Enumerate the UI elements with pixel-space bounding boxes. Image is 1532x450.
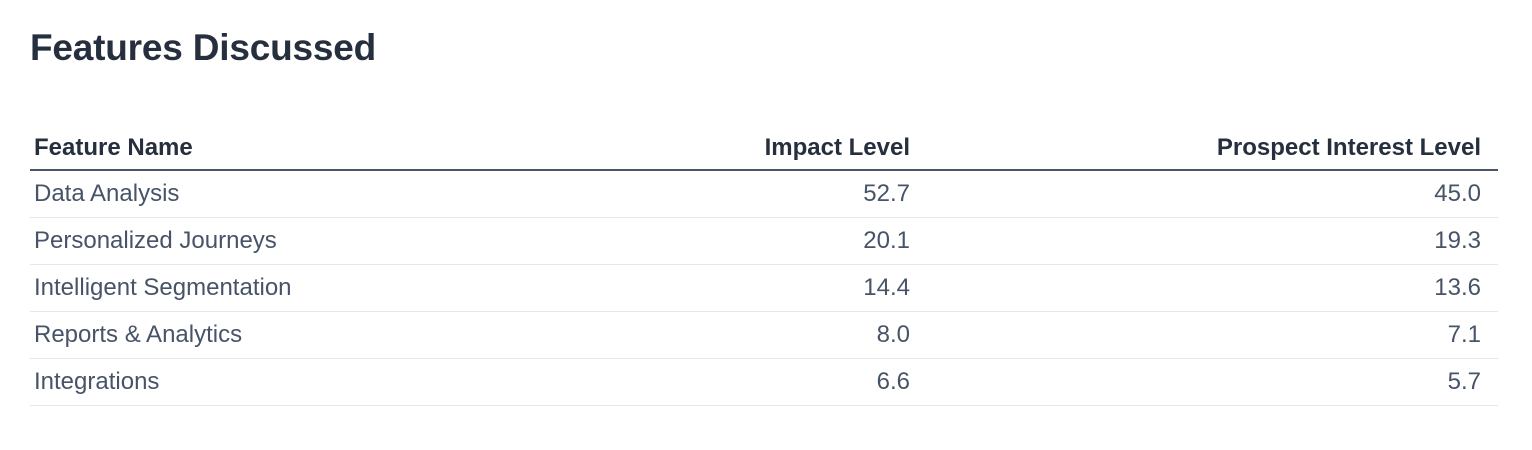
interest-level-cell: 5.7 — [927, 358, 1498, 406]
impact-level-cell: 6.6 — [620, 358, 927, 406]
features-table: Feature Name Impact Level Prospect Inter… — [30, 126, 1498, 406]
impact-level-cell: 8.0 — [620, 311, 927, 359]
page-title: Features Discussed — [30, 27, 377, 68]
table-header-row: Feature Name Impact Level Prospect Inter… — [30, 126, 1498, 171]
interest-level-cell: 45.0 — [927, 170, 1498, 218]
feature-name-cell: Data Analysis — [30, 170, 620, 218]
column-header-impact-level: Impact Level — [620, 126, 927, 171]
column-header-feature-name: Feature Name — [30, 126, 620, 171]
table-row: Reports & Analytics 8.0 7.1 — [30, 311, 1498, 359]
interest-level-cell: 13.6 — [927, 264, 1498, 312]
table-row: Intelligent Segmentation 14.4 13.6 — [30, 264, 1498, 312]
table-row: Data Analysis 52.7 45.0 — [30, 170, 1498, 218]
impact-level-cell: 20.1 — [620, 217, 927, 265]
impact-level-cell: 14.4 — [620, 264, 927, 312]
impact-level-cell: 52.7 — [620, 170, 927, 218]
column-header-prospect-interest-level: Prospect Interest Level — [927, 126, 1498, 171]
feature-name-cell: Personalized Journeys — [30, 217, 620, 265]
interest-level-cell: 19.3 — [927, 217, 1498, 265]
feature-name-cell: Reports & Analytics — [30, 311, 620, 359]
table-row: Personalized Journeys 20.1 19.3 — [30, 217, 1498, 265]
feature-name-cell: Intelligent Segmentation — [30, 264, 620, 312]
interest-level-cell: 7.1 — [927, 311, 1498, 359]
feature-name-cell: Integrations — [30, 358, 620, 406]
table-row: Integrations 6.6 5.7 — [30, 358, 1498, 406]
